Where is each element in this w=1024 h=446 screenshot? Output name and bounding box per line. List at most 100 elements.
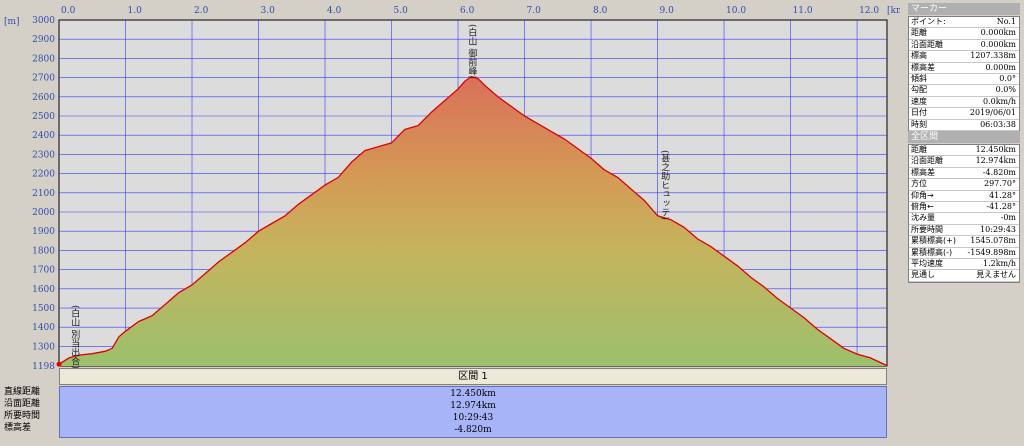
row-key: 見通し — [911, 270, 935, 280]
x-tick-label: 5.0 — [394, 6, 409, 16]
y-tick-label: 2900 — [32, 35, 55, 45]
row-key: 日付 — [911, 108, 927, 118]
row-value: 0.000m — [985, 62, 1017, 72]
x-tick-label: 0.0 — [61, 6, 76, 16]
section-panel-row: 累積標高(-) -1549.898m — [909, 248, 1019, 259]
y-tick-label: 1800 — [32, 246, 55, 256]
row-key: 標高 — [911, 51, 927, 61]
y-tick-label: 1700 — [32, 266, 55, 276]
marker-panel-row: 距離 0.000km — [909, 28, 1019, 40]
section-panel-row: 沈み量 -0m — [909, 213, 1019, 225]
section-panel-row: 累積標高(+) 1545.078m — [909, 236, 1019, 248]
annotations: (白山 御前峰) (甚之助ヒュッテ) (白山 別当出合) — [69, 24, 669, 369]
y-tick-label: 2200 — [32, 170, 55, 180]
row-key: 標高差 — [911, 167, 935, 177]
row-key: 時刻 — [911, 119, 927, 129]
section-panel-row: 所要時間 10:29:43 — [909, 224, 1019, 237]
row-value: 見えません — [976, 270, 1016, 280]
y-tick-label: 2400 — [32, 131, 55, 141]
summary-box: 12.450km 12.974km 10:29:43 -4.820m — [59, 386, 887, 438]
peak-annotation: (白山 御前峰) — [466, 24, 477, 79]
section-panel-row: 沿面距離 12.974km — [909, 156, 1019, 168]
row-value: 0.000km — [980, 39, 1016, 49]
section-panel-row: 平均速度 1.2km/h — [909, 259, 1019, 271]
row-key: ポイント: — [911, 17, 946, 26]
start-marker[interactable] — [56, 361, 62, 367]
section-panel-row: 仰角→ 41.28° — [909, 191, 1019, 202]
y-tick-label: 1198 — [32, 362, 55, 372]
row-key: 沿面距離 — [911, 156, 943, 166]
row-value: 10:29:43 — [980, 224, 1016, 234]
x-axis-ticks: 0.0 1.0 2.0 3.0 4.0 5.0 6.0 7.0 8.0 9.0 10.0 11.0 12… — [61, 6, 879, 16]
row-key: 距離 — [911, 145, 927, 154]
summary-time: 10:29:43 — [452, 413, 494, 423]
x-tick-label: 7.0 — [527, 6, 542, 16]
peak-annotation: (白山 別当出合) — [69, 305, 80, 369]
x-tick-label: 9.0 — [660, 6, 675, 16]
row-value: -1549.898m — [967, 247, 1016, 257]
section-panel-row: 見通し 見えません — [909, 270, 1019, 282]
x-tick-label: 10.0 — [726, 6, 746, 16]
y-tick-label: 1600 — [32, 285, 55, 295]
x-tick-label: 6.0 — [460, 6, 475, 16]
x-tick-label: 11.0 — [793, 6, 813, 16]
summary-direct: 12.450km — [450, 389, 496, 399]
x-tick-label: 1.0 — [128, 6, 143, 16]
marker-panel-row: 勾配 0.0% — [909, 85, 1019, 97]
row-key: 累積標高(+) — [911, 236, 956, 246]
row-value: 06:03:38 — [980, 119, 1016, 129]
row-value: -41.28° — [986, 201, 1016, 211]
y-tick-label: 1500 — [32, 304, 55, 314]
x-tick-label: 3.0 — [261, 6, 276, 16]
row-key: 沈み量 — [911, 213, 935, 223]
row-key: 速度 — [911, 96, 927, 106]
elevation-fill — [59, 76, 887, 366]
row-value: 12.450km — [975, 145, 1016, 154]
y-tick-label: 2600 — [32, 93, 55, 103]
row-key: 所要時間 — [911, 224, 943, 234]
row-value: 41.28° — [989, 190, 1016, 200]
marker-panel-row: 時刻 06:03:38 — [909, 120, 1019, 131]
marker-panel-row: 標高差 0.000m — [909, 63, 1019, 74]
row-key: 標高差 — [911, 62, 935, 72]
marker-panel-row: 沿面距離 0.000km — [909, 39, 1019, 52]
marker-panel: ポイント: No.1 距離 0.000km 沿面距離 0.000km 標高 1207.338m… — [908, 16, 1020, 144]
row-key: 仰角→ — [911, 190, 934, 200]
marker-panel-title: マーカー — [908, 3, 1020, 15]
summary-label-time: 所要時間 — [4, 411, 41, 421]
x-tick-label: 12.0 — [859, 6, 879, 16]
row-value: No.1 — [996, 17, 1016, 26]
row-value: 0.0km/h — [982, 96, 1016, 106]
y-tick-label: 2500 — [32, 112, 55, 122]
y-tick-label: 2100 — [32, 189, 55, 199]
peak-annotation: (甚之助ヒュッテ) — [659, 150, 670, 220]
summary-label-direct: 直線距離 — [4, 387, 41, 397]
row-value: 2019/06/01 — [969, 108, 1016, 118]
x-tick-label: 2.0 — [194, 6, 209, 16]
segment-bar[interactable]: 区間 1 — [59, 368, 887, 385]
marker-panel-row: 速度 0.0km/h — [909, 96, 1019, 109]
section-panel-row: 方位 297.70° — [909, 179, 1019, 191]
y-tick-label: 3000 — [32, 16, 55, 26]
segment-label: 区間 1 — [458, 371, 488, 382]
row-value: 0.0% — [995, 85, 1016, 95]
y-tick-label: 2800 — [32, 54, 55, 64]
row-key: 俯角← — [911, 201, 934, 211]
marker-panel-row: 標高 1207.338m — [909, 51, 1019, 63]
section-panel-row: 距離 12.450km — [909, 145, 1019, 157]
y-tick-label: 1400 — [32, 323, 55, 333]
summary-surface: 12.974km — [450, 401, 496, 411]
y-tick-label: 2300 — [32, 150, 55, 160]
section-panel-row: 標高差 -4.820m — [909, 167, 1019, 180]
x-unit-label: [km] — [887, 6, 900, 16]
row-value: -0m — [1000, 213, 1016, 223]
x-tick-label: 8.0 — [593, 6, 608, 16]
marker-panel-row: 日付 2019/06/01 — [909, 108, 1019, 120]
row-value: -4.820m — [982, 167, 1016, 177]
x-tick-label: 4.0 — [327, 6, 342, 16]
y-axis-ticks: 1198 1300 1400 1500 1600 1700 1800 1900 2000 2100… — [32, 16, 55, 372]
summary-label-surface: 沿面距離 — [4, 399, 41, 409]
row-key: 距離 — [911, 28, 927, 38]
row-value: 1207.338m — [970, 51, 1016, 61]
marker-panel-row: 傾斜 0.0° — [909, 74, 1019, 86]
